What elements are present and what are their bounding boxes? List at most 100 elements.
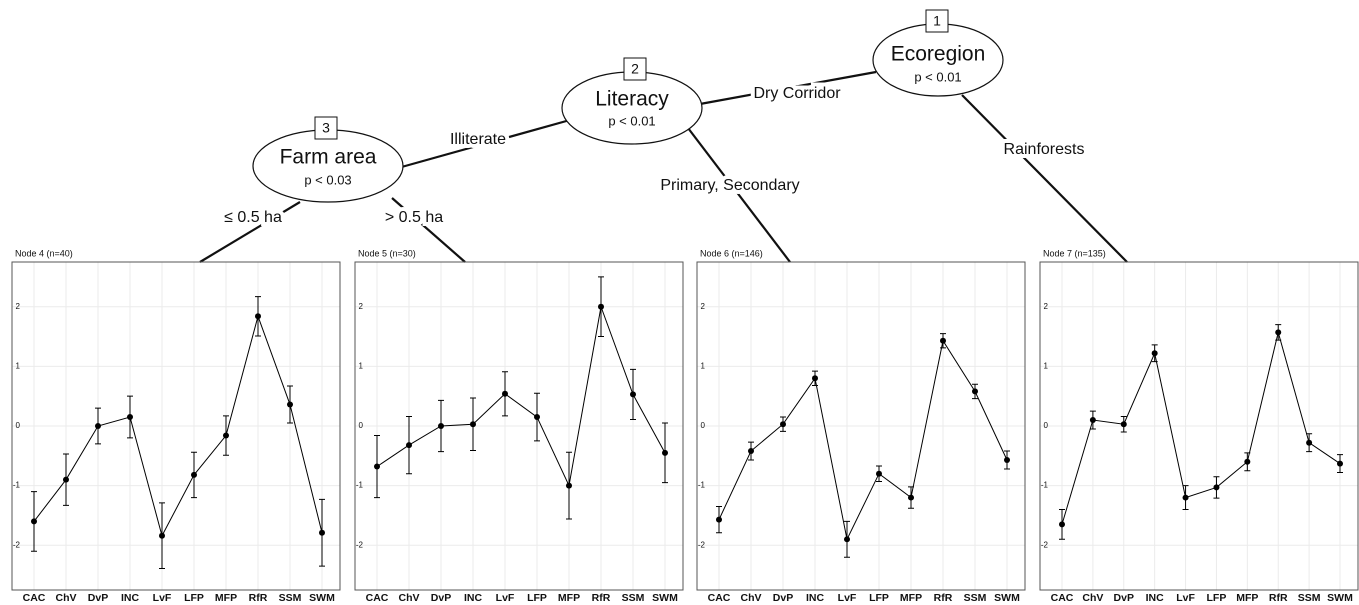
panels: Node 4 (n=40) -2 -1 0 1 2 CAC ChV DvP INC LvF LFP MF… bbox=[11, 248, 1359, 604]
panel-frame bbox=[696, 261, 1026, 591]
x-tick-label: SSM bbox=[279, 592, 302, 604]
x-tick-label: DvP bbox=[88, 592, 108, 604]
point bbox=[406, 442, 412, 449]
y-tick-label: -2 bbox=[356, 540, 364, 549]
point bbox=[780, 421, 786, 428]
point bbox=[812, 375, 818, 382]
point bbox=[470, 421, 476, 428]
y-tick-label: -2 bbox=[13, 540, 21, 549]
x-tick-label: CAC bbox=[1051, 592, 1074, 604]
node-label: Ecoregion bbox=[891, 43, 986, 66]
point bbox=[191, 471, 197, 478]
node-id: 3 bbox=[322, 120, 330, 136]
x-tick-label: LvF bbox=[838, 592, 857, 604]
panel-title: Node 4 (n=40) bbox=[15, 248, 73, 258]
node-id-box bbox=[314, 116, 338, 140]
x-tick-label: INC bbox=[1146, 592, 1165, 604]
point bbox=[255, 313, 261, 320]
edge bbox=[199, 201, 301, 263]
x-tick-label: DvP bbox=[773, 592, 793, 604]
point bbox=[972, 388, 978, 395]
x-tick-label: ChV bbox=[56, 592, 77, 604]
point bbox=[1306, 439, 1313, 446]
x-tick-label: SWM bbox=[1327, 592, 1353, 604]
y-tick-label: 0 bbox=[701, 421, 706, 430]
y-tick-label: -1 bbox=[1041, 481, 1049, 490]
y-tick-label: -1 bbox=[356, 481, 364, 490]
panel: Node 5 (n=30) -2 -1 0 1 2 CAC ChV DvP INC LvF LFP MF… bbox=[354, 248, 684, 604]
x-tick-label: ChV bbox=[741, 592, 762, 604]
x-tick-label: CAC bbox=[708, 592, 731, 604]
x-tick-label: SSM bbox=[622, 592, 645, 604]
x-tick-label: LFP bbox=[869, 592, 889, 604]
panel-frame bbox=[354, 261, 684, 591]
y-tick-label: 0 bbox=[1044, 421, 1049, 430]
point bbox=[1182, 494, 1189, 501]
x-tick-label: INC bbox=[464, 592, 483, 604]
point bbox=[1059, 521, 1065, 528]
x-tick-label: RfR bbox=[934, 592, 953, 604]
x-tick-label: INC bbox=[806, 592, 825, 604]
edge bbox=[699, 70, 877, 106]
panel-frame bbox=[1039, 261, 1359, 591]
tree-node: 1 Ecoregion p < 0.01 bbox=[872, 9, 1004, 97]
edge-label: > 0.5 ha bbox=[385, 209, 443, 226]
point bbox=[127, 414, 133, 421]
y-tick-label: 1 bbox=[16, 361, 21, 370]
point bbox=[31, 518, 37, 525]
x-tick-label: LvF bbox=[153, 592, 172, 604]
point bbox=[223, 432, 229, 439]
node-p: p < 0.01 bbox=[914, 69, 961, 84]
node-label: Literacy bbox=[595, 88, 669, 111]
node-p: p < 0.03 bbox=[304, 172, 351, 187]
edge bbox=[391, 197, 466, 263]
edge bbox=[397, 118, 571, 170]
y-tick-label: 1 bbox=[359, 361, 364, 370]
point bbox=[95, 423, 101, 429]
point bbox=[319, 529, 325, 536]
point bbox=[940, 337, 946, 344]
y-tick-label: -2 bbox=[698, 540, 706, 549]
edge-label: Rainforests bbox=[1004, 141, 1085, 158]
y-tick-label: -1 bbox=[13, 481, 21, 490]
x-tick-label: MFP bbox=[900, 592, 922, 604]
x-tick-label: DvP bbox=[431, 592, 451, 604]
node-id: 2 bbox=[631, 61, 639, 77]
point bbox=[630, 391, 636, 398]
node-label: Farm area bbox=[280, 146, 377, 169]
x-tick-label: MFP bbox=[1236, 592, 1258, 604]
x-tick-label: SSM bbox=[1298, 592, 1321, 604]
panel-frame bbox=[11, 261, 341, 591]
point bbox=[287, 401, 293, 408]
point bbox=[534, 414, 540, 421]
y-tick-label: -1 bbox=[698, 481, 706, 490]
point bbox=[502, 390, 508, 397]
y-tick-label: -2 bbox=[1041, 540, 1049, 549]
y-tick-label: 1 bbox=[701, 361, 706, 370]
x-tick-label: LvF bbox=[496, 592, 515, 604]
point bbox=[1213, 484, 1220, 491]
edge-label: Primary, Secondary bbox=[660, 177, 799, 194]
panel: Node 4 (n=40) -2 -1 0 1 2 CAC ChV DvP INC LvF LFP MF… bbox=[11, 248, 341, 604]
point bbox=[908, 494, 914, 501]
y-tick-label: 0 bbox=[16, 421, 21, 430]
point bbox=[374, 463, 380, 470]
x-tick-label: LFP bbox=[1207, 592, 1227, 604]
x-tick-label: LFP bbox=[184, 592, 204, 604]
point bbox=[1275, 329, 1282, 336]
point bbox=[1244, 458, 1251, 465]
point bbox=[1151, 350, 1158, 357]
point bbox=[1120, 421, 1127, 428]
node-id-box bbox=[623, 57, 647, 81]
x-tick-label: RfR bbox=[249, 592, 268, 604]
x-tick-label: SWM bbox=[309, 592, 335, 604]
x-tick-label: MFP bbox=[558, 592, 580, 604]
edge-label: Dry Corridor bbox=[753, 85, 841, 102]
point bbox=[159, 532, 165, 539]
edge bbox=[687, 127, 791, 263]
tree-edges bbox=[199, 70, 1128, 263]
point bbox=[662, 449, 668, 456]
line bbox=[33, 314, 323, 538]
node-id: 1 bbox=[933, 13, 941, 29]
